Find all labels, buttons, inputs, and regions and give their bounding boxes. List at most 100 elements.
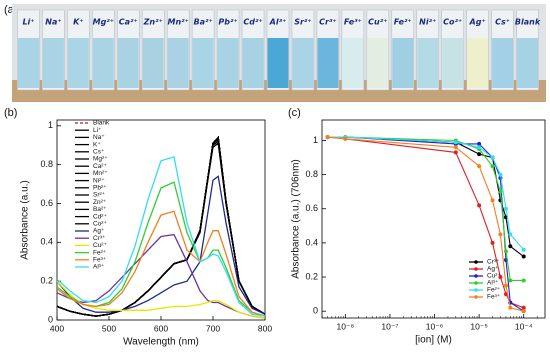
panel-label: (b) xyxy=(4,107,17,119)
legend-label: Al³⁺ xyxy=(487,280,499,287)
legend-marker xyxy=(474,288,478,292)
legend-label: Co²⁺ xyxy=(93,221,107,228)
x-tick-label: 400 xyxy=(50,323,64,333)
legend-label: Na⁺ xyxy=(93,134,105,141)
data-point xyxy=(508,278,513,283)
data-point xyxy=(521,254,526,259)
vial-liquid xyxy=(267,38,289,88)
data-point xyxy=(498,172,503,177)
data-point xyxy=(490,164,495,169)
x-tick-label: 10⁻⁴ xyxy=(515,321,533,331)
vial-liquid xyxy=(117,38,139,88)
x-axis-title: Wavelength (nm) xyxy=(123,337,199,348)
legend-label: Cr³⁺ xyxy=(487,259,500,266)
vial-liquid xyxy=(467,38,489,88)
legend-label: Cs⁺ xyxy=(93,149,105,156)
y-tick-label: 0.4 xyxy=(305,237,318,247)
vial-liquid xyxy=(242,38,264,88)
data-point xyxy=(453,145,458,150)
y-tick-label: 0.6 xyxy=(305,203,318,213)
series-line xyxy=(57,210,265,317)
y-tick-label: 0 xyxy=(313,306,318,316)
x-tick-label: 10⁻⁶ xyxy=(426,321,443,331)
vial-label: Pb²⁺ xyxy=(218,18,237,27)
vial-liquid xyxy=(367,38,389,88)
legend-marker xyxy=(474,295,478,299)
vial-label: Sr²⁺ xyxy=(294,18,311,27)
vial-label: Ca²⁺ xyxy=(119,18,138,27)
y-tick-label: 0 xyxy=(48,314,53,324)
data-point xyxy=(343,136,348,141)
legend-label: Fe³⁺ xyxy=(487,294,501,301)
series-line xyxy=(327,136,525,258)
legend-label: Mg²⁺ xyxy=(93,156,108,163)
data-point xyxy=(521,309,526,314)
x-tick-label: 600 xyxy=(154,323,168,333)
x-axis-title: [ion] (M) xyxy=(415,335,452,346)
vial-liquid xyxy=(317,38,339,88)
data-point xyxy=(508,305,513,310)
legend-label: Cr³⁺ xyxy=(93,235,106,242)
vial-liquid xyxy=(442,38,464,88)
legend-label: Ag⁺ xyxy=(487,266,499,273)
data-point xyxy=(521,305,526,310)
data-point xyxy=(508,232,513,237)
vial-liquid xyxy=(417,38,439,88)
vial-label: Ag⁺ xyxy=(469,18,486,27)
legend-marker xyxy=(474,267,478,271)
series-line xyxy=(57,142,265,317)
legend-marker xyxy=(474,274,478,278)
vial-liquid xyxy=(67,38,89,88)
data-point xyxy=(503,249,508,254)
vial-label: K⁺ xyxy=(73,18,83,27)
vial-label: Ni²⁺ xyxy=(419,18,436,27)
vial-label: Ba²⁺ xyxy=(194,18,213,27)
x-tick-label: 10⁻⁸ xyxy=(337,321,355,331)
legend-label: Cd²⁺ xyxy=(93,213,107,220)
legend-label: Ca²⁺ xyxy=(93,163,107,170)
plot-frame xyxy=(321,119,546,319)
legend-label: Fe³⁺ xyxy=(93,257,107,264)
vial-label: Zn²⁺ xyxy=(143,18,163,27)
y-tick-label: 0.2 xyxy=(305,271,318,281)
vial-label: Cr³⁺ xyxy=(319,18,337,27)
legend-label: Zn²⁺ xyxy=(93,199,107,206)
x-tick-label: 700 xyxy=(206,323,220,333)
vial-liquid xyxy=(18,38,39,88)
vial-label: Mn²⁺ xyxy=(167,18,188,27)
series-line xyxy=(57,175,265,315)
legend-label: Pb²⁺ xyxy=(93,185,107,192)
vial-label: Co²⁺ xyxy=(443,18,462,27)
legend-label: K⁺ xyxy=(93,141,101,148)
vial-liquid xyxy=(217,38,239,88)
vial-liquid xyxy=(392,38,414,88)
legend-label: Mn²⁺ xyxy=(93,170,108,177)
x-tick-label: 800 xyxy=(258,323,272,333)
vial-label: Al³⁺ xyxy=(269,18,287,27)
data-point xyxy=(490,155,495,160)
data-point xyxy=(477,141,482,146)
data-point xyxy=(521,247,526,252)
legend-label: Ba²⁺ xyxy=(93,206,107,213)
legend-label: Fe²⁺ xyxy=(487,287,501,294)
data-point xyxy=(498,232,503,237)
data-point xyxy=(490,240,495,245)
vial-liquid xyxy=(167,38,189,88)
series-line xyxy=(57,156,265,317)
legend-label: Li⁺ xyxy=(93,127,102,134)
legend-label: Sr²⁺ xyxy=(93,192,106,199)
data-point xyxy=(503,283,508,288)
data-point xyxy=(490,198,495,203)
series-line xyxy=(57,280,265,319)
data-point xyxy=(325,135,330,140)
data-point xyxy=(477,145,482,150)
legend-marker xyxy=(474,281,478,285)
y-tick-label: 1 xyxy=(48,120,53,130)
vial-label: Cu²⁺ xyxy=(368,18,387,27)
vial-label: Cd²⁺ xyxy=(243,18,262,27)
vial-label: Li⁺ xyxy=(22,18,34,27)
y-tick-label: 0.8 xyxy=(305,169,318,179)
legend-label: Al³⁺ xyxy=(93,264,105,271)
vial-label: Blank xyxy=(515,18,541,27)
